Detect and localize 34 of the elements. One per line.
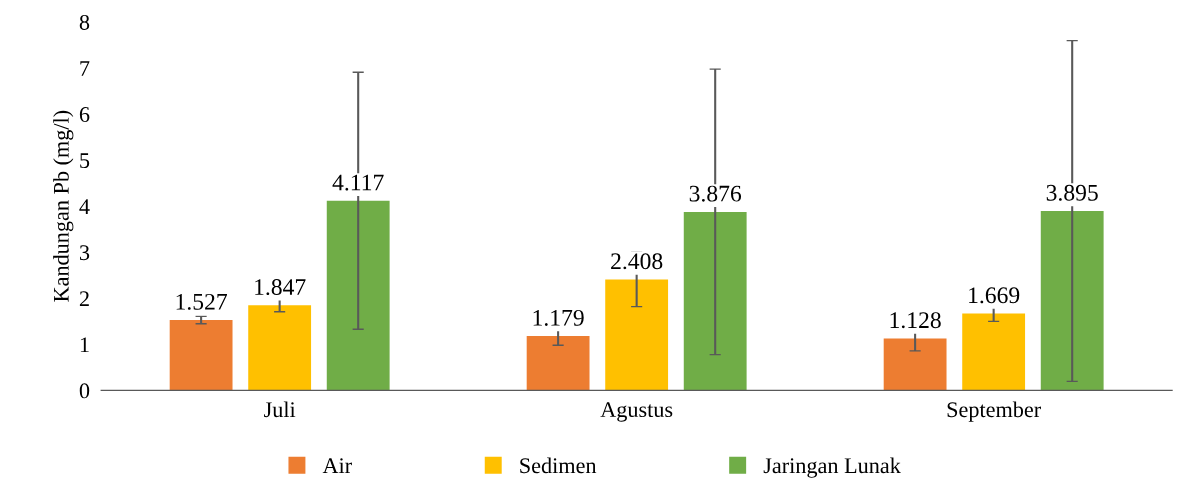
- legend-label: Air: [322, 458, 352, 473]
- y-tick-label: 1: [80, 337, 89, 353]
- bar: [962, 313, 1026, 391]
- y-tick-label: 3: [79, 245, 90, 261]
- y-tick-label: 2: [79, 291, 89, 306]
- y-tick-label: 0: [79, 383, 90, 399]
- bar: [883, 338, 947, 391]
- y-tick-label: 4: [79, 199, 90, 214]
- x-tick-label: Agustus: [600, 402, 673, 422]
- legend-label: Sedimen: [520, 457, 597, 474]
- y-tick-label: 7: [80, 61, 90, 76]
- legend-label: Jaringan Lunak: [763, 457, 901, 478]
- y-tick-label: 6: [79, 107, 90, 122]
- x-tick-label: Juli: [264, 401, 296, 418]
- bar: [248, 305, 312, 391]
- bar: [605, 279, 669, 391]
- y-axis-title: Kandungan Pb (mg/l): [53, 110, 74, 302]
- y-tick-label: 5: [80, 153, 90, 169]
- bar: [683, 211, 747, 391]
- bar: [526, 336, 590, 391]
- bar: [1040, 211, 1104, 391]
- x-tick-label: September: [947, 401, 1041, 422]
- bar: [326, 200, 390, 391]
- data-label: 2.408: [611, 253, 663, 270]
- data-label: 1.128: [890, 312, 941, 329]
- data-label: 1.847: [255, 279, 306, 296]
- data-label: 4.117: [332, 174, 384, 191]
- bar: [169, 320, 233, 391]
- data-label: 3.895: [1046, 184, 1098, 201]
- data-label: 1.527: [176, 293, 227, 310]
- data-label: 3.876: [689, 185, 742, 202]
- data-label: 1.179: [533, 309, 584, 326]
- y-tick-label: 8: [79, 14, 90, 30]
- data-label: 1.669: [969, 287, 1020, 304]
